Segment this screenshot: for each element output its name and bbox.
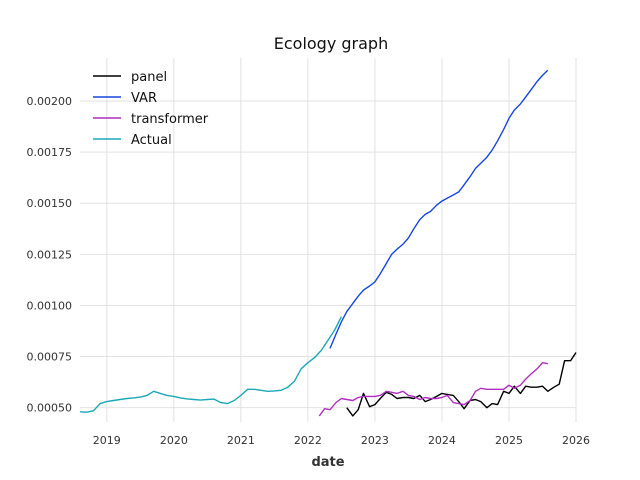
x-tick-label: 2021: [227, 434, 255, 447]
legend-label: VAR: [131, 91, 157, 106]
series-line-actual: [79, 316, 343, 413]
series-lines: [79, 69, 577, 417]
series-line-panel: [346, 352, 577, 417]
legend: panel VAR transformer Actual: [93, 70, 209, 148]
y-tick-label: 0.00050: [27, 402, 73, 415]
y-axis-ticks: 0.00050 0.00075 0.00100 0.00125 0.00150 0.001…: [27, 95, 73, 415]
x-axis-label: date: [311, 455, 344, 470]
y-tick-label: 0.00125: [27, 248, 73, 261]
x-tick-label: 2024: [428, 434, 456, 447]
y-tick-label: 0.00200: [27, 95, 73, 108]
x-tick-label: 2022: [294, 434, 322, 447]
x-axis-ticks: 2019 2020 2021 2022 2023 2024 2025 2026: [93, 434, 590, 447]
y-tick-label: 0.00100: [27, 299, 73, 312]
y-tick-label: 0.00075: [27, 351, 73, 364]
x-tick-label: 2026: [562, 434, 590, 447]
x-tick-label: 2020: [160, 434, 188, 447]
legend-label: panel: [131, 70, 167, 85]
series-line-transformer: [318, 362, 548, 417]
x-tick-label: 2025: [495, 434, 523, 447]
x-tick-label: 2023: [361, 434, 389, 447]
x-tick-label: 2019: [93, 434, 121, 447]
chart-title: Ecology graph: [274, 34, 388, 53]
gridlines: [80, 58, 577, 422]
y-tick-label: 0.00175: [27, 146, 73, 159]
y-tick-label: 0.00150: [27, 197, 73, 210]
series-line-var: [329, 69, 549, 349]
legend-label: Actual: [131, 133, 172, 148]
legend-label: transformer: [131, 112, 209, 127]
